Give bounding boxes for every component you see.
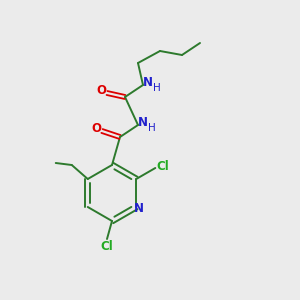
Text: O: O	[96, 85, 106, 98]
Text: H: H	[153, 83, 161, 93]
Text: N: N	[134, 202, 144, 215]
Text: Cl: Cl	[100, 239, 113, 253]
Text: N: N	[143, 76, 153, 89]
Text: Cl: Cl	[156, 160, 169, 172]
Text: H: H	[148, 123, 156, 133]
Text: N: N	[138, 116, 148, 130]
Text: O: O	[91, 122, 101, 136]
